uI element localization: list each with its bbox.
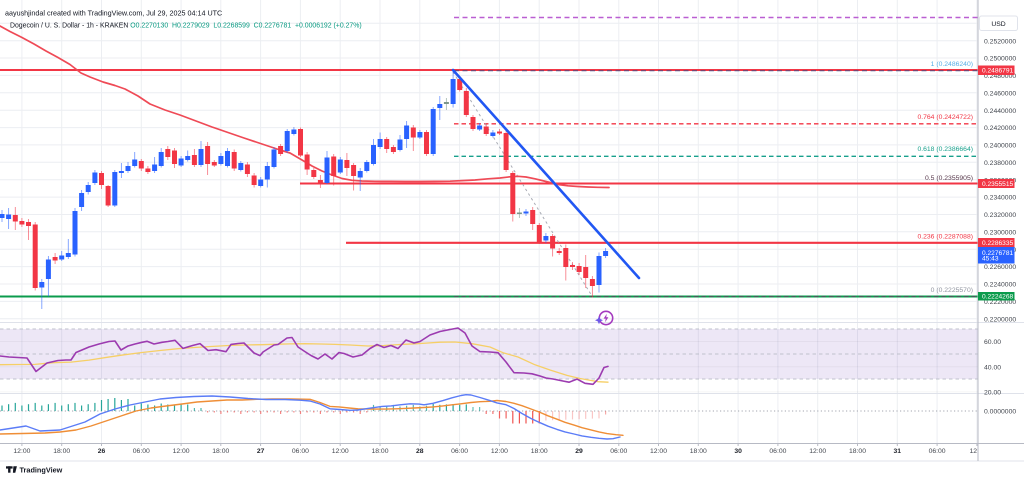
- svg-text:TradingView: TradingView: [20, 466, 63, 475]
- svg-text:29: 29: [575, 448, 583, 455]
- svg-text:12:00: 12:00: [809, 448, 826, 455]
- svg-text:31: 31: [894, 448, 902, 455]
- svg-text:06:00: 06:00: [451, 448, 468, 455]
- svg-text:12:: 12:: [970, 448, 980, 455]
- svg-text:0.2240000: 0.2240000: [984, 282, 1016, 289]
- svg-text:0.2486791: 0.2486791: [982, 68, 1014, 75]
- svg-text:06:00: 06:00: [133, 448, 150, 455]
- svg-text:12:00: 12:00: [332, 448, 349, 455]
- svg-text:06:00: 06:00: [769, 448, 786, 455]
- svg-text:0.2460000: 0.2460000: [984, 90, 1016, 97]
- svg-text:18:00: 18:00: [371, 448, 388, 455]
- svg-text:0.2220000: 0.2220000: [984, 299, 1016, 306]
- svg-text:0.764 (0.2424722): 0.764 (0.2424722): [917, 114, 973, 121]
- svg-text:0.2355515: 0.2355515: [982, 181, 1014, 188]
- svg-text:0.236 (0.2287088): 0.236 (0.2287088): [917, 234, 973, 241]
- svg-text:12:00: 12:00: [173, 448, 190, 455]
- svg-text:0.2420000: 0.2420000: [984, 125, 1016, 132]
- svg-text:0.2320000: 0.2320000: [984, 212, 1016, 219]
- svg-text:27: 27: [257, 448, 265, 455]
- svg-text:40.00: 40.00: [984, 364, 1001, 371]
- svg-text:0.2520000: 0.2520000: [984, 38, 1016, 45]
- svg-text:0.2340000: 0.2340000: [984, 195, 1016, 202]
- svg-text:0.0000000: 0.0000000: [984, 409, 1016, 416]
- svg-text:0.2260000: 0.2260000: [984, 264, 1016, 271]
- svg-text:0.5 (0.2355905): 0.5 (0.2355905): [925, 175, 973, 182]
- svg-text:0.2400000: 0.2400000: [984, 143, 1016, 150]
- svg-text:06:00: 06:00: [610, 448, 627, 455]
- svg-text:18:00: 18:00: [849, 448, 866, 455]
- svg-text:Dogecoin / U. S. Dollar - 1h -: Dogecoin / U. S. Dollar - 1h - KRAKEN O0…: [10, 23, 362, 30]
- svg-text:0.2276781: 0.2276781: [982, 250, 1014, 257]
- svg-text:0.2380000: 0.2380000: [984, 160, 1016, 167]
- svg-text:18:00: 18:00: [690, 448, 707, 455]
- svg-text:0.2440000: 0.2440000: [984, 108, 1016, 115]
- svg-text:60.00: 60.00: [984, 339, 1001, 346]
- svg-text:0.2480000: 0.2480000: [984, 73, 1016, 80]
- svg-text:0.2224268: 0.2224268: [982, 294, 1014, 301]
- svg-text:12:00: 12:00: [491, 448, 508, 455]
- svg-text:0.2200000: 0.2200000: [984, 316, 1016, 323]
- svg-text:18:00: 18:00: [212, 448, 229, 455]
- svg-text:USD: USD: [991, 21, 1005, 28]
- svg-text:45:43: 45:43: [982, 255, 999, 262]
- svg-text:18:00: 18:00: [531, 448, 548, 455]
- svg-text:1 (0.2486240): 1 (0.2486240): [931, 61, 973, 68]
- svg-text:0.2500000: 0.2500000: [984, 56, 1016, 63]
- svg-text:12:00: 12:00: [650, 448, 667, 455]
- svg-text:20.00: 20.00: [984, 390, 1001, 397]
- svg-text:26: 26: [98, 448, 106, 455]
- svg-text:0 (0.2225570): 0 (0.2225570): [931, 287, 973, 294]
- svg-text:0.618 (0.2386664): 0.618 (0.2386664): [917, 146, 973, 153]
- svg-text:28: 28: [416, 448, 424, 455]
- svg-text:30: 30: [734, 448, 742, 455]
- svg-text:0.2300000: 0.2300000: [984, 229, 1016, 236]
- svg-text:12:00: 12:00: [13, 448, 30, 455]
- svg-text:0.2286335: 0.2286335: [982, 240, 1014, 247]
- svg-text:06:00: 06:00: [929, 448, 946, 455]
- svg-text:aayushjindal created with Trad: aayushjindal created with TradingView.co…: [5, 9, 222, 18]
- svg-text:06:00: 06:00: [292, 448, 309, 455]
- svg-text:18:00: 18:00: [53, 448, 70, 455]
